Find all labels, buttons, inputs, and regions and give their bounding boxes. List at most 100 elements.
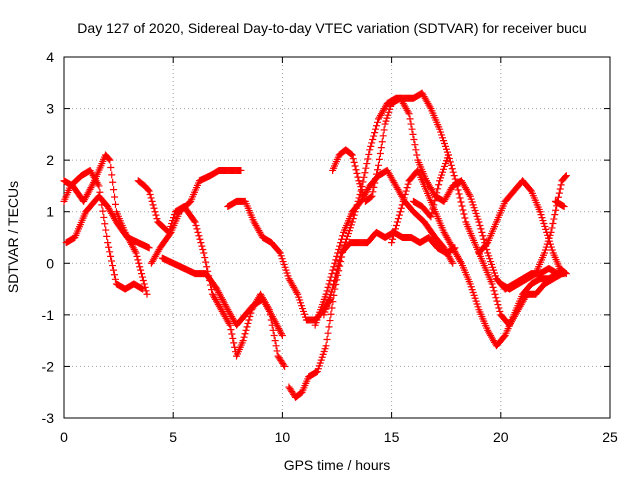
data-point <box>109 178 117 186</box>
data-point <box>110 186 118 194</box>
data-point <box>356 180 364 188</box>
data-point <box>106 248 114 256</box>
data-point <box>396 208 404 216</box>
data-point <box>351 162 359 170</box>
data-point <box>431 197 439 205</box>
data-point <box>537 211 545 219</box>
data-point <box>322 342 330 350</box>
data-point <box>354 173 362 181</box>
data-point <box>331 277 339 285</box>
data-point <box>395 211 403 219</box>
data-point <box>552 206 560 214</box>
data-point <box>448 258 456 266</box>
data-point <box>240 333 248 341</box>
data-point <box>380 126 388 134</box>
data-point <box>447 161 455 169</box>
data-point <box>137 266 145 274</box>
data-point <box>293 289 301 297</box>
data-point <box>134 256 142 264</box>
data-point <box>411 141 419 149</box>
x-tick-label: 15 <box>384 429 400 445</box>
data-point <box>226 321 234 329</box>
data-point <box>369 136 377 144</box>
data-point <box>551 211 559 219</box>
data-point <box>370 183 378 191</box>
data-point <box>349 155 357 163</box>
data-point <box>148 197 156 205</box>
data-point <box>374 166 382 174</box>
data-point <box>457 258 465 266</box>
data-point <box>402 187 410 195</box>
data-point <box>361 169 369 177</box>
data-point <box>329 298 337 306</box>
data-point <box>324 283 332 291</box>
data-point <box>146 191 154 199</box>
data-point <box>394 215 402 223</box>
data-point <box>435 181 443 189</box>
data-point <box>538 214 546 222</box>
data-point <box>329 266 337 274</box>
data-point <box>106 156 114 164</box>
data-point <box>201 254 209 262</box>
data-point <box>562 270 570 278</box>
series-s5 <box>147 166 245 267</box>
data-point <box>458 202 466 210</box>
data-point <box>495 304 503 312</box>
data-point <box>332 256 340 264</box>
data-point <box>372 125 380 133</box>
data-point <box>364 155 372 163</box>
data-point <box>455 190 463 198</box>
data-point <box>408 125 416 133</box>
data-point <box>272 342 280 350</box>
data-point <box>145 244 153 252</box>
data-point <box>337 239 345 247</box>
data-point <box>401 191 409 199</box>
data-point <box>555 189 563 197</box>
data-point <box>331 259 339 267</box>
data-point <box>404 108 412 116</box>
data-point <box>543 240 551 248</box>
data-point <box>445 154 453 162</box>
plot-frame <box>63 56 611 419</box>
data-point <box>399 197 407 205</box>
data-point <box>107 252 115 260</box>
data-point <box>203 263 211 271</box>
data-point <box>277 330 285 338</box>
series-s12 <box>388 166 562 350</box>
data-point <box>428 209 436 217</box>
data-point <box>542 243 550 251</box>
data-point <box>412 146 420 154</box>
chart-title: Day 127 of 2020, Sidereal Day-to-day VTE… <box>77 20 586 36</box>
data-point <box>545 234 553 242</box>
data-point <box>110 271 118 279</box>
data-point <box>102 226 110 234</box>
data-point <box>281 362 289 370</box>
data-point <box>244 319 252 327</box>
data-point <box>241 330 249 338</box>
data-point <box>107 164 115 172</box>
data-point <box>409 130 417 138</box>
data-point <box>237 166 245 174</box>
data-point <box>326 317 334 325</box>
data-point <box>347 150 355 158</box>
series-s8 <box>285 89 452 401</box>
data-point <box>432 193 440 201</box>
data-point <box>376 150 384 158</box>
data-point <box>544 237 552 245</box>
data-point <box>142 287 150 295</box>
data-point <box>348 151 356 159</box>
y-tick-label: 0 <box>46 255 54 271</box>
data-point <box>452 178 460 186</box>
data-point <box>560 203 568 211</box>
data-point <box>330 263 338 271</box>
data-point <box>562 172 570 180</box>
data-point <box>382 117 390 125</box>
data-markers <box>60 89 570 401</box>
data-point <box>329 285 337 293</box>
data-point <box>359 189 367 197</box>
data-point <box>369 188 377 196</box>
data-point <box>397 204 405 212</box>
data-point <box>477 225 485 233</box>
data-point <box>101 220 109 228</box>
